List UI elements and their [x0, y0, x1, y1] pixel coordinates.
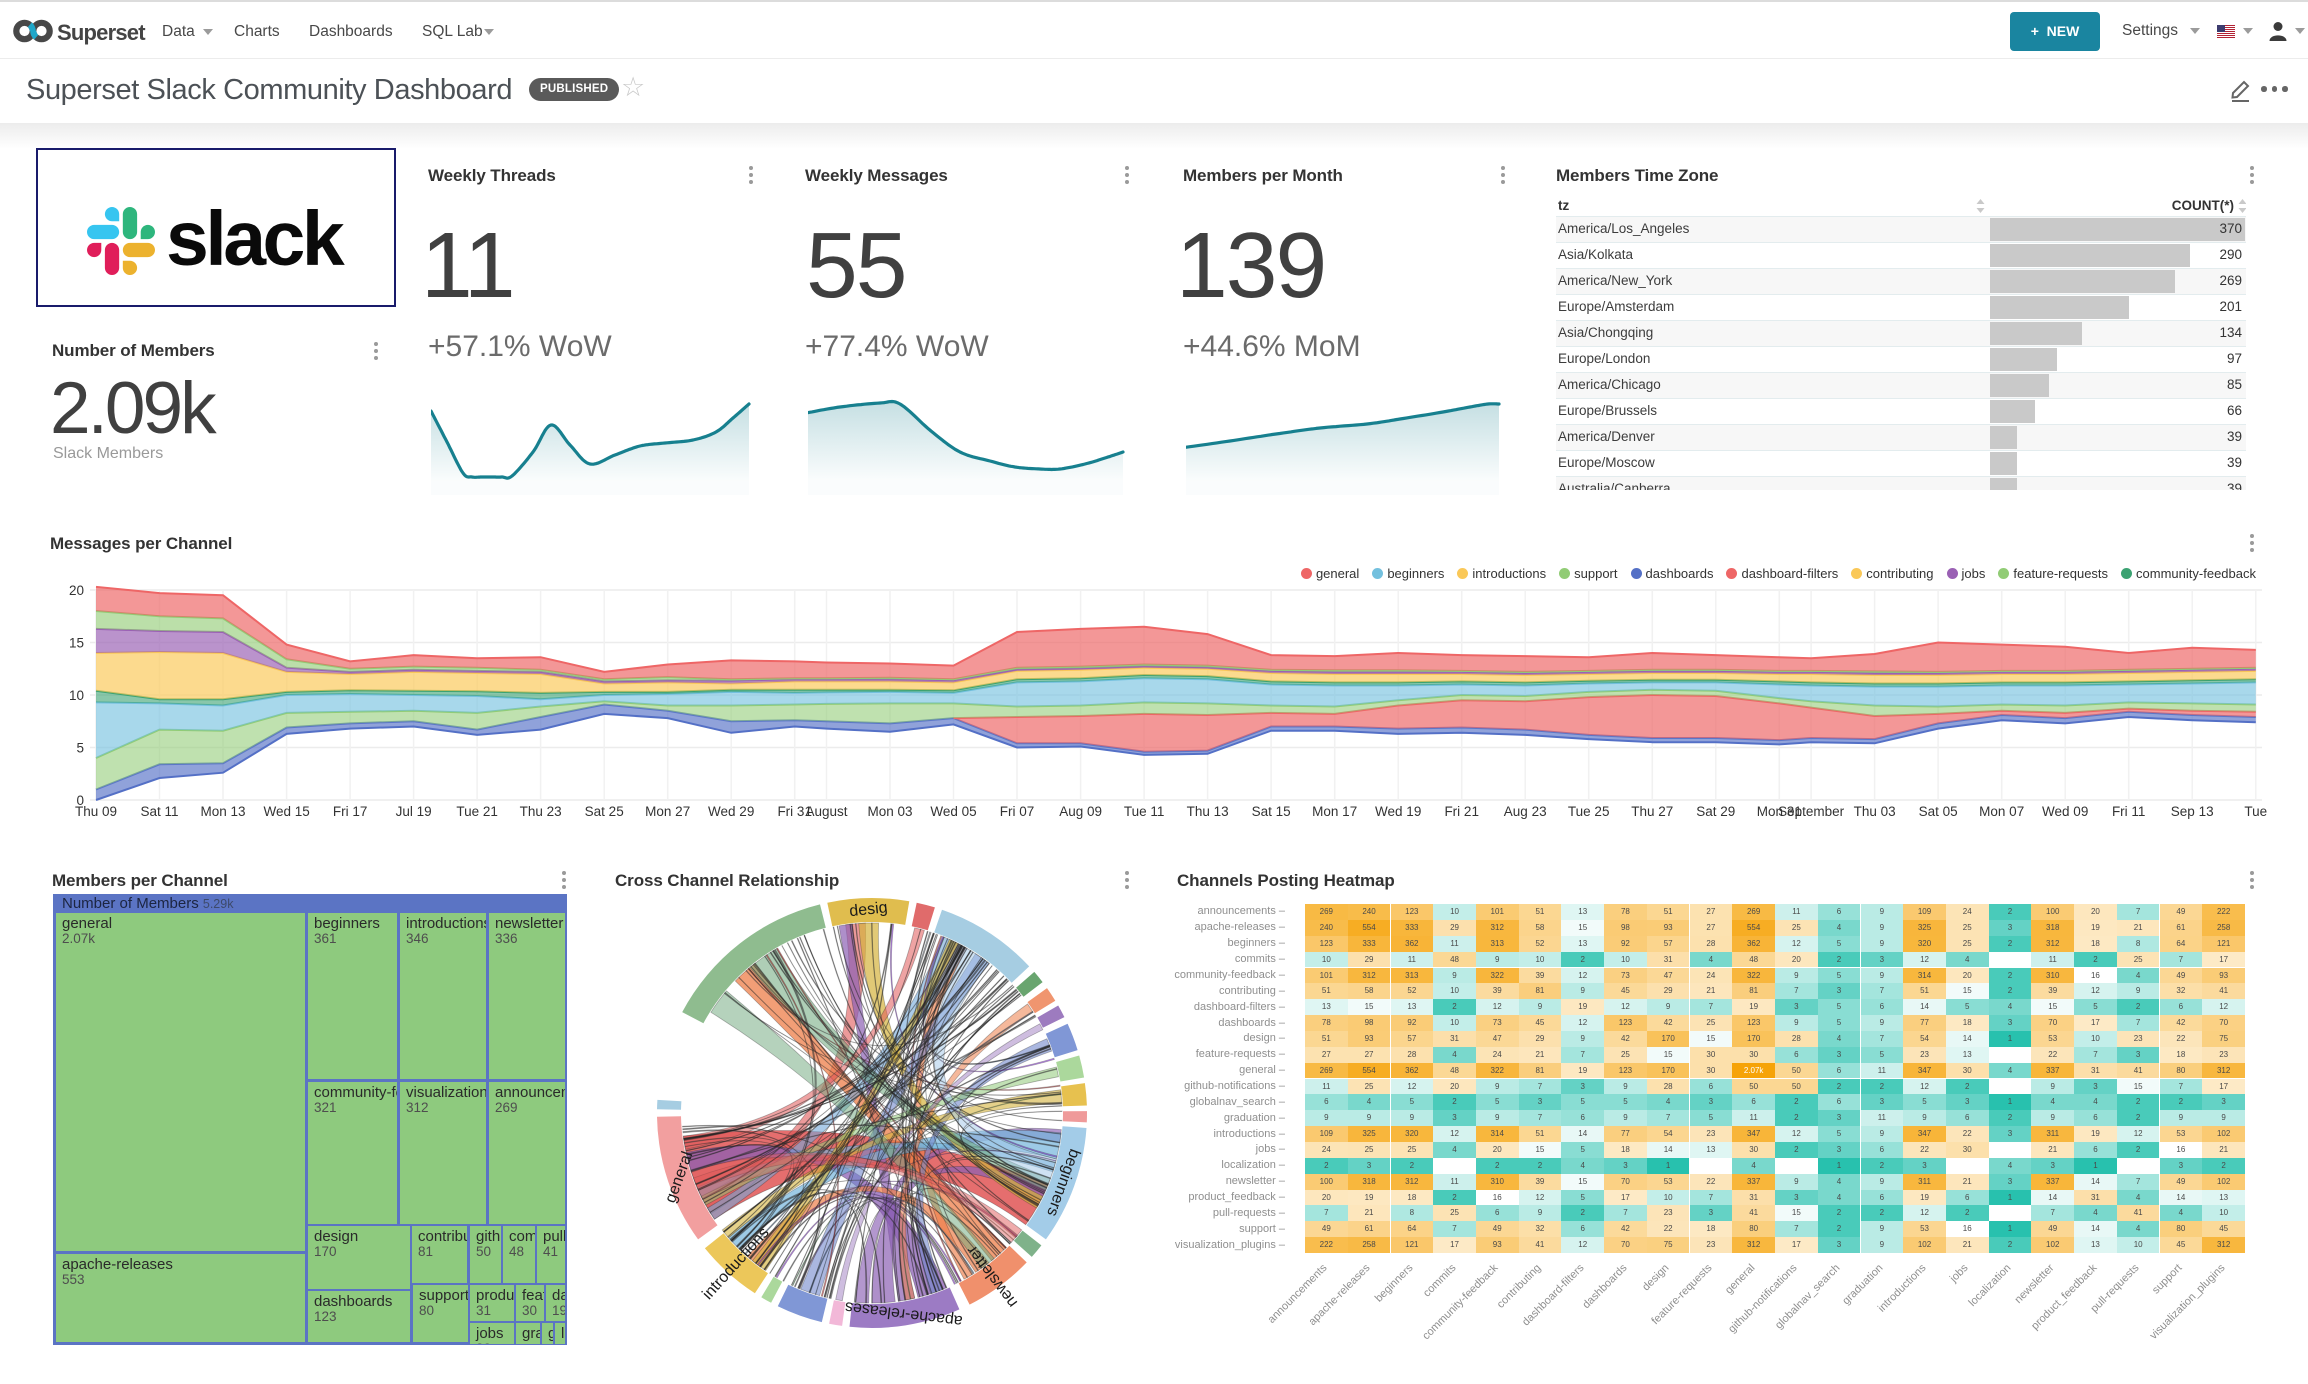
svg-text:20: 20 [69, 583, 84, 598]
svg-text:Fri 21: Fri 21 [1444, 804, 1479, 819]
svg-text:Thu 09: Thu 09 [75, 804, 117, 819]
svg-text:Thu 23: Thu 23 [520, 804, 562, 819]
svg-text:Mon 31: Mon 31 [1757, 804, 1802, 819]
svg-text:Wed 09: Wed 09 [2042, 804, 2088, 819]
svg-text:Tue: Tue [2244, 804, 2267, 819]
svg-text:Fri 07: Fri 07 [1000, 804, 1035, 819]
svg-text:0: 0 [76, 793, 84, 808]
svg-text:Fri 31: Fri 31 [777, 804, 812, 819]
svg-text:5: 5 [76, 741, 84, 756]
svg-text:Wed 05: Wed 05 [930, 804, 976, 819]
svg-text:September: September [1778, 804, 1845, 819]
svg-text:Mon 17: Mon 17 [1312, 804, 1357, 819]
svg-text:Sat 29: Sat 29 [1696, 804, 1735, 819]
svg-text:10: 10 [69, 688, 84, 703]
svg-text:Mon 13: Mon 13 [200, 804, 245, 819]
svg-text:Sat 15: Sat 15 [1252, 804, 1291, 819]
svg-text:Mon 27: Mon 27 [645, 804, 690, 819]
svg-text:desig: desig [849, 899, 889, 920]
svg-text:Wed 29: Wed 29 [708, 804, 754, 819]
svg-text:Tue 21: Tue 21 [456, 804, 498, 819]
svg-text:15: 15 [69, 636, 84, 651]
svg-text:Sat 11: Sat 11 [140, 804, 178, 819]
svg-text:August: August [805, 804, 847, 819]
svg-text:Aug 09: Aug 09 [1059, 804, 1102, 819]
svg-text:Thu 13: Thu 13 [1187, 804, 1229, 819]
svg-text:Fri 11: Fri 11 [2112, 804, 2146, 819]
svg-text:Sat 25: Sat 25 [585, 804, 624, 819]
svg-text:Jul 19: Jul 19 [396, 804, 432, 819]
svg-text:Mon 07: Mon 07 [1979, 804, 2024, 819]
svg-text:Wed 19: Wed 19 [1375, 804, 1421, 819]
svg-text:Wed 15: Wed 15 [263, 804, 309, 819]
svg-text:Thu 03: Thu 03 [1854, 804, 1896, 819]
svg-text:Sat 05: Sat 05 [1919, 804, 1958, 819]
svg-text:Tue 11: Tue 11 [1124, 804, 1165, 819]
svg-text:Aug 23: Aug 23 [1504, 804, 1547, 819]
svg-text:Mon 03: Mon 03 [867, 804, 912, 819]
svg-text:Sep 13: Sep 13 [2171, 804, 2214, 819]
svg-text:Tue 25: Tue 25 [1568, 804, 1610, 819]
svg-text:Fri 17: Fri 17 [333, 804, 368, 819]
svg-text:Thu 27: Thu 27 [1631, 804, 1673, 819]
